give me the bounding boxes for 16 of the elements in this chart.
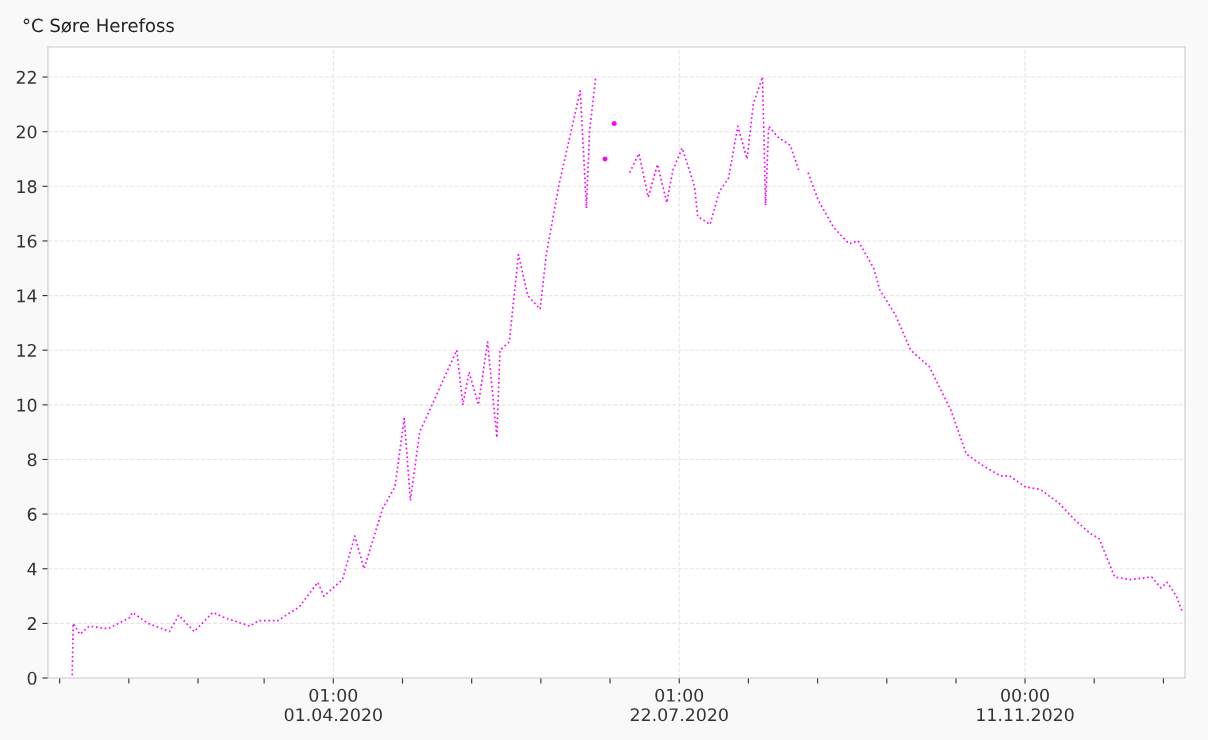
- x-tick-label: 01:00 01.04.2020: [284, 688, 382, 722]
- chart-title: °C Søre Herefoss: [23, 18, 174, 33]
- y-tick-label: 0: [27, 671, 37, 685]
- y-tick-label: 12: [17, 343, 36, 357]
- y-tick-label: 18: [17, 180, 37, 194]
- y-tick-label: 10: [17, 398, 37, 412]
- y-tick-label: 22: [16, 70, 36, 84]
- y-tick-label: 2: [27, 617, 36, 630]
- x-tick-label: 00:00 11.11.2020: [977, 688, 1074, 722]
- y-tick-label: 8: [27, 453, 37, 467]
- x-tick-label: 01:00 22.07.2020: [630, 688, 728, 722]
- y-tick-label: 14: [17, 289, 37, 303]
- y-tick-label: 16: [17, 234, 37, 248]
- y-tick-label: 4: [27, 562, 37, 576]
- y-tick-label: 6: [27, 507, 37, 521]
- y-tick-label: 20: [16, 125, 37, 139]
